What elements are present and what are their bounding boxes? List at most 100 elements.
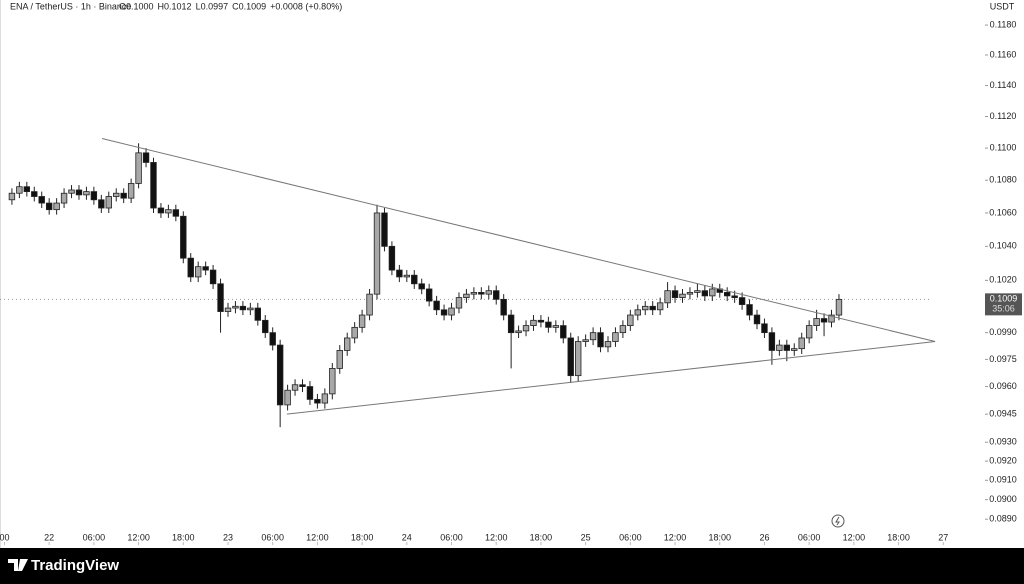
candle-body — [582, 339, 589, 342]
candle-body — [366, 293, 373, 316]
y-tick-label: 0.1120 — [990, 111, 1017, 121]
x-tick-label: 06:00 — [798, 532, 821, 542]
candle-body — [105, 196, 112, 209]
x-tick-label: 12:00 — [306, 532, 329, 542]
candle-body — [768, 332, 776, 351]
candle-body — [224, 307, 232, 312]
candle-body — [291, 384, 299, 391]
symbol-title: ENA / TetherUS · 1h · Binance — [10, 1, 131, 11]
y-tick-label: 0.1060 — [989, 207, 1017, 217]
candle-body — [746, 304, 753, 316]
x-tick-label: 18:00 — [530, 532, 553, 542]
candle-body — [791, 348, 798, 351]
candle-body — [299, 384, 306, 387]
candle-body — [262, 319, 269, 334]
candle-body — [358, 314, 366, 328]
ohlc-value: H0.1012 — [158, 1, 192, 11]
candle-body — [500, 298, 507, 316]
candle-body — [202, 266, 209, 271]
candle-body — [828, 314, 835, 323]
candle-body — [269, 332, 276, 346]
y-tick-label: 0.1180 — [990, 19, 1017, 29]
y-tick-label: 0.1160 — [990, 49, 1017, 59]
candle-body — [254, 307, 261, 321]
alert-icon[interactable] — [831, 514, 845, 528]
candle-body — [485, 290, 492, 295]
y-tick-label: 0.1020 — [989, 275, 1017, 285]
candle-body — [753, 314, 761, 325]
candle-body — [522, 325, 530, 332]
candle-body — [679, 293, 686, 299]
x-tick-label: 18:00 — [887, 532, 910, 542]
x-tick-label: 18:00 — [351, 532, 374, 542]
candle-body — [738, 297, 746, 305]
candle-body — [83, 191, 90, 196]
candle-body — [194, 266, 202, 278]
candle-body — [783, 344, 791, 351]
candle-body — [23, 186, 31, 193]
y-tick-label: 0.0975 — [989, 354, 1017, 364]
candle-body — [709, 288, 716, 297]
x-tick-label: 12:00 — [485, 532, 508, 542]
candle-body — [507, 314, 515, 334]
candle-body — [425, 288, 433, 302]
x-tick-label: 00 — [0, 532, 9, 542]
candle-body — [545, 321, 552, 328]
candle-body — [798, 337, 805, 350]
x-tick-label: 26 — [759, 532, 769, 542]
candle-body — [649, 305, 656, 311]
candle-body — [127, 183, 135, 199]
y-unit: USDT — [990, 1, 1015, 11]
x-tick-label: 06:00 — [619, 532, 642, 542]
candle-body — [478, 292, 485, 295]
candle-body — [604, 341, 612, 348]
x-tick-label: 06:00 — [261, 532, 284, 542]
y-tick-label: 0.0990 — [989, 327, 1017, 337]
candle-body — [165, 209, 172, 214]
y-tick-label: 0.1080 — [989, 175, 1017, 185]
candle-body — [731, 295, 738, 299]
candle-body — [805, 325, 813, 339]
candle-body — [120, 192, 127, 199]
candle-body — [686, 292, 694, 295]
x-tick-label: 06:00 — [440, 532, 463, 542]
candle-body — [172, 209, 180, 217]
candle-body — [761, 323, 768, 334]
price-tag — [985, 293, 1022, 316]
candle-body — [455, 297, 463, 309]
candle-body — [314, 398, 321, 404]
x-tick-label: 18:00 — [172, 532, 195, 542]
candle-body — [16, 186, 23, 194]
candle-body — [396, 269, 403, 278]
plot-area: 0.1180 0.1160 0.1140 0.1120 0.1100 0.1080 0.10… — [0, 19, 1022, 545]
ohlc-header: O0.1000 H0.1012 L0.0997 C0.1009 +0.0008 (+0.… — [119, 1, 342, 11]
candle-body — [701, 290, 709, 297]
y-tick-label: 0.0945 — [989, 409, 1017, 419]
candle-body — [113, 192, 120, 197]
candle-body — [276, 344, 284, 406]
price-tag-label: 0.1009 — [990, 294, 1018, 304]
candle-body — [45, 202, 53, 211]
candle-body — [306, 386, 314, 400]
candle-body — [642, 305, 649, 311]
candle-body — [813, 318, 820, 326]
countdown: 35:06 — [992, 304, 1015, 314]
candle-body — [217, 283, 224, 312]
y-tick-label: 0.0900 — [989, 494, 1017, 504]
candle-body — [135, 152, 142, 184]
ohlc-value: L0.0997 — [196, 1, 229, 11]
trendline — [286, 341, 936, 415]
candle-body — [515, 330, 522, 334]
candle-body — [53, 202, 60, 211]
candle-body — [68, 189, 75, 194]
candle-body — [239, 305, 247, 311]
candle-body — [552, 325, 560, 328]
y-tick-label: 0.1040 — [989, 241, 1017, 251]
x-tick-label: 12:00 — [664, 532, 687, 542]
candle-body — [388, 245, 396, 271]
candle-body — [411, 274, 418, 285]
candle-body — [835, 298, 843, 316]
candle-body — [157, 207, 165, 214]
